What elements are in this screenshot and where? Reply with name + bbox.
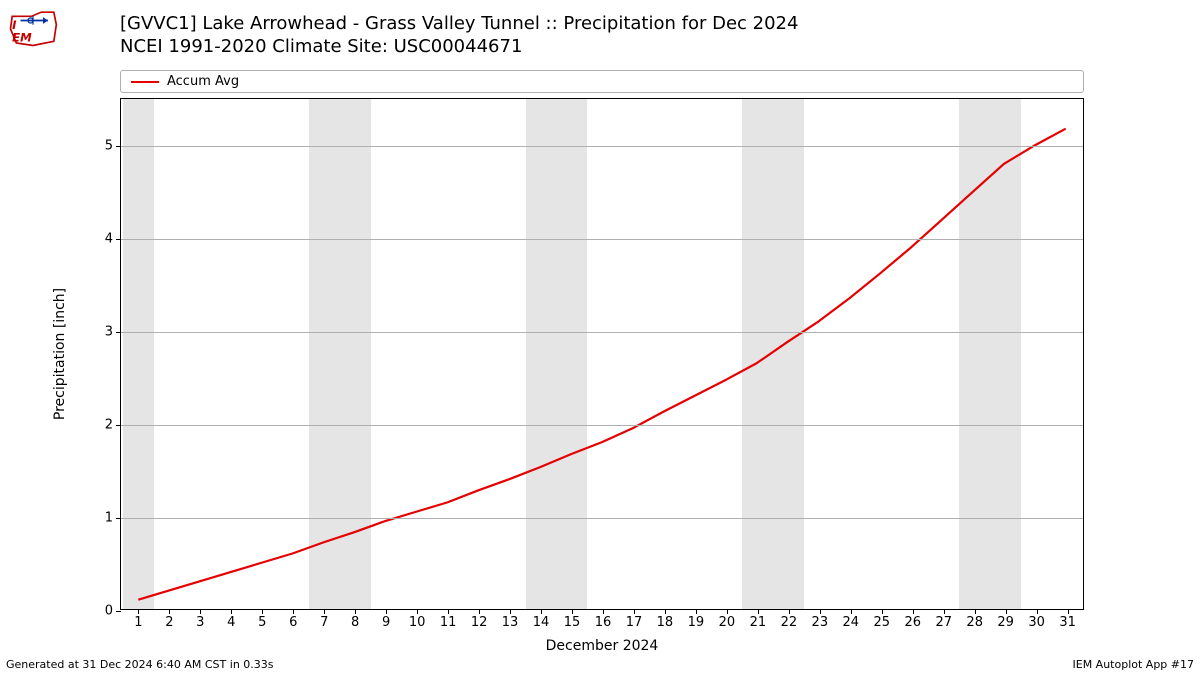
legend-swatch [131,81,159,83]
x-axis-label: December 2024 [502,638,702,654]
x-tick-mark [1006,609,1007,614]
x-tick-label: 9 [382,615,390,630]
x-tick-label: 21 [750,615,767,630]
x-tick-mark [665,609,666,614]
x-tick-label: 17 [626,615,643,630]
x-tick-label: 14 [533,615,550,630]
y-tick-label: 3 [83,324,113,339]
legend: Accum Avg [120,70,1084,93]
accum-avg-line [138,129,1065,600]
x-tick-label: 18 [657,615,674,630]
x-tick-label: 24 [843,615,860,630]
x-tick-label: 1 [134,615,142,630]
x-tick-mark [1068,609,1069,614]
x-tick-label: 22 [781,615,798,630]
y-tick-label: 2 [83,417,113,432]
x-tick-mark [727,609,728,614]
x-tick-mark [231,609,232,614]
x-tick-label: 3 [196,615,204,630]
x-tick-label: 11 [440,615,457,630]
grid-line [121,146,1083,147]
x-tick-mark [138,609,139,614]
y-tick-mark [116,239,121,240]
grid-line [121,518,1083,519]
x-tick-mark [572,609,573,614]
x-tick-mark [324,609,325,614]
x-tick-mark [820,609,821,614]
x-tick-label: 31 [1059,615,1076,630]
y-tick-label: 1 [83,510,113,525]
x-tick-label: 4 [227,615,235,630]
x-tick-label: 30 [1028,615,1045,630]
x-tick-label: 8 [351,615,359,630]
x-tick-label: 2 [165,615,173,630]
legend-label: Accum Avg [167,74,239,89]
x-tick-label: 19 [688,615,705,630]
y-tick-mark [116,425,121,426]
x-tick-label: 28 [966,615,983,630]
x-tick-label: 29 [997,615,1014,630]
x-tick-mark [355,609,356,614]
x-tick-label: 27 [935,615,952,630]
x-tick-label: 10 [409,615,426,630]
x-tick-mark [417,609,418,614]
x-tick-mark [913,609,914,614]
x-tick-mark [479,609,480,614]
x-tick-mark [169,609,170,614]
grid-line [121,239,1083,240]
x-tick-mark [262,609,263,614]
x-tick-label: 5 [258,615,266,630]
chart-titles: [GVVC1] Lake Arrowhead - Grass Valley Tu… [120,12,798,59]
y-tick-mark [116,518,121,519]
x-tick-label: 7 [320,615,328,630]
chart-container: I EM [GVVC1] Lake Arrowhead - Grass Vall… [0,0,1200,675]
y-tick-mark [116,611,121,612]
x-tick-mark [603,609,604,614]
x-tick-label: 25 [874,615,891,630]
x-tick-label: 12 [471,615,488,630]
x-tick-mark [944,609,945,614]
y-axis-label: Precipitation [inch] [52,288,68,420]
x-tick-mark [882,609,883,614]
x-tick-mark [1037,609,1038,614]
x-tick-mark [758,609,759,614]
grid-line [121,425,1083,426]
iem-logo: I EM [8,8,58,48]
plot-area: 0123451234567891011121314151617181920212… [120,98,1084,610]
x-tick-mark [696,609,697,614]
line-series-svg [121,99,1083,609]
x-tick-mark [293,609,294,614]
y-tick-label: 4 [83,231,113,246]
footer-left: Generated at 31 Dec 2024 6:40 AM CST in … [6,658,274,671]
x-tick-label: 23 [812,615,829,630]
x-tick-mark [975,609,976,614]
x-tick-mark [541,609,542,614]
grid-line [121,332,1083,333]
x-tick-label: 16 [595,615,612,630]
x-tick-mark [634,609,635,614]
y-tick-label: 0 [83,604,113,619]
x-tick-mark [386,609,387,614]
x-tick-label: 26 [904,615,921,630]
x-tick-label: 20 [719,615,736,630]
y-tick-label: 5 [83,138,113,153]
x-tick-label: 13 [502,615,519,630]
x-tick-label: 6 [289,615,297,630]
x-tick-mark [789,609,790,614]
x-tick-mark [200,609,201,614]
svg-text:EM: EM [12,30,32,44]
x-tick-mark [448,609,449,614]
footer-right: IEM Autoplot App #17 [1073,658,1195,671]
y-tick-mark [116,146,121,147]
title-line-2: NCEI 1991-2020 Climate Site: USC00044671 [120,35,798,58]
title-line-1: [GVVC1] Lake Arrowhead - Grass Valley Tu… [120,12,798,35]
x-tick-mark [851,609,852,614]
x-tick-mark [510,609,511,614]
y-tick-mark [116,332,121,333]
x-tick-label: 15 [564,615,581,630]
